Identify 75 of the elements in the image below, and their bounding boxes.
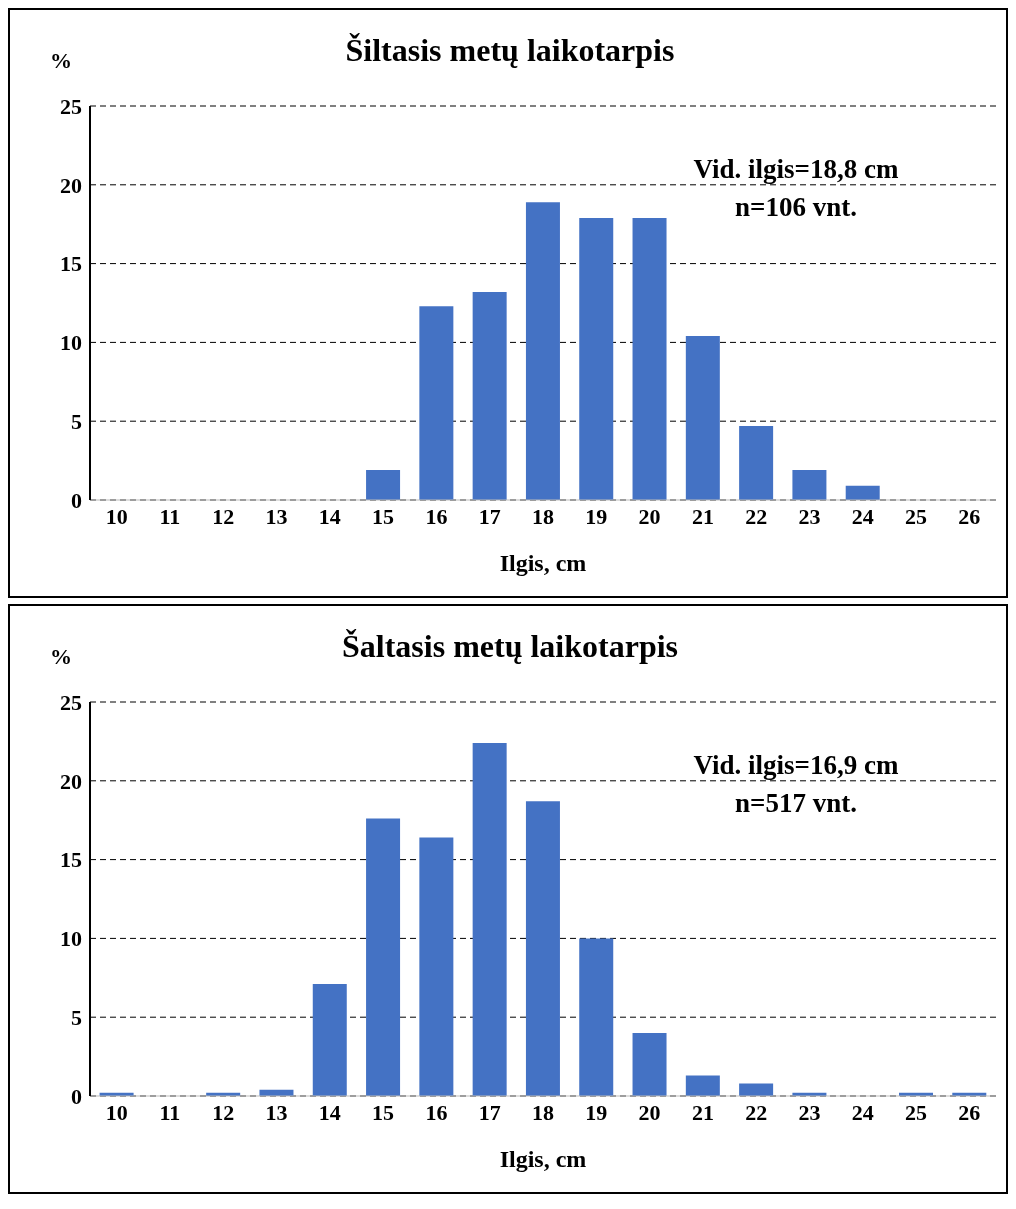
x-tick-label: 26 [958, 1099, 981, 1125]
chart-title: Šaltasis metų laikotarpis [341, 628, 679, 664]
x-tick-label: 12 [212, 1099, 235, 1125]
y-tick-label: 10 [60, 330, 82, 356]
bar [685, 336, 720, 500]
x-axis-title: Ilgis, cm [498, 1146, 588, 1173]
y-tick-label: 0 [71, 1083, 82, 1109]
y-axis-title: % [50, 644, 72, 670]
chart-title: Šiltasis metų laikotarpis [345, 32, 675, 68]
x-tick-label: 22 [745, 503, 768, 529]
x-tick-label: 13 [265, 503, 288, 529]
bar [739, 1083, 774, 1096]
x-tick-label: 24 [851, 1099, 874, 1125]
x-tick-label: 14 [318, 1099, 341, 1125]
x-tick-label: 10 [105, 503, 128, 529]
x-tick-label: 11 [159, 1099, 181, 1125]
bar [739, 425, 774, 500]
bar [525, 801, 560, 1096]
y-tick-label: 20 [60, 768, 82, 794]
x-tick-label: 25 [905, 1099, 928, 1125]
x-tick-label: 21 [691, 1099, 714, 1125]
x-tick-label: 13 [265, 1099, 288, 1125]
bar [632, 1032, 667, 1096]
y-tick-label: 15 [60, 251, 82, 277]
y-tick-label: 10 [60, 926, 82, 952]
annotation: Vid. ilgis=16,9 cm [692, 749, 900, 782]
x-tick-label: 21 [691, 503, 714, 529]
x-tick-label: 19 [585, 503, 608, 529]
bar [845, 485, 880, 500]
bar [419, 306, 454, 500]
x-tick-label: 12 [212, 503, 235, 529]
x-tick-label: 20 [638, 1099, 661, 1125]
bar [472, 291, 507, 500]
x-tick-label: 11 [159, 503, 181, 529]
x-tick-label: 23 [798, 1099, 821, 1125]
y-tick-label: 20 [60, 172, 82, 198]
x-tick-label: 17 [478, 503, 501, 529]
x-tick-label: 20 [638, 503, 661, 529]
bar [792, 470, 827, 500]
x-tick-label: 23 [798, 503, 821, 529]
bar [312, 984, 347, 1096]
y-tick-label: 0 [71, 487, 82, 513]
y-tick-label: 25 [60, 689, 82, 715]
x-tick-label: 18 [532, 1099, 554, 1125]
bar [366, 470, 401, 500]
bar [472, 742, 507, 1096]
bar [525, 202, 560, 500]
annotation: n=517 vnt. [734, 787, 858, 820]
x-tick-label: 16 [425, 503, 448, 529]
bar [632, 217, 667, 500]
x-axis-title: Ilgis, cm [498, 550, 588, 577]
x-tick-label: 26 [958, 503, 981, 529]
x-tick-label: 10 [105, 1099, 128, 1125]
bar [579, 938, 614, 1096]
y-tick-label: 5 [71, 409, 82, 435]
x-tick-label: 22 [745, 1099, 768, 1125]
bar [579, 217, 614, 500]
bar [366, 818, 401, 1096]
x-tick-label: 17 [478, 1099, 501, 1125]
annotation: n=106 vnt. [734, 191, 858, 224]
annotation: Vid. ilgis=18,8 cm [692, 153, 900, 186]
y-tick-label: 5 [71, 1005, 82, 1031]
x-tick-label: 25 [905, 503, 928, 529]
y-tick-label: 25 [60, 93, 82, 119]
bar [685, 1075, 720, 1096]
x-tick-label: 19 [585, 1099, 608, 1125]
x-tick-label: 14 [318, 503, 341, 529]
x-tick-label: 16 [425, 1099, 448, 1125]
x-tick-label: 15 [372, 503, 395, 529]
y-tick-label: 15 [60, 847, 82, 873]
x-tick-label: 15 [372, 1099, 395, 1125]
x-tick-label: 18 [532, 503, 554, 529]
y-axis-title: % [50, 48, 72, 74]
bar [419, 837, 454, 1096]
x-tick-label: 24 [851, 503, 874, 529]
